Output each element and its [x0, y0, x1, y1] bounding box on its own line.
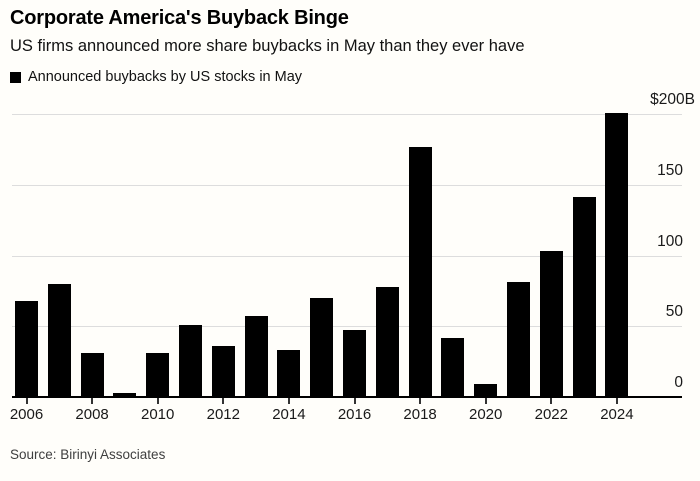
bar-2018 — [408, 146, 432, 397]
bar-2009 — [113, 392, 137, 397]
bar-2017 — [375, 286, 399, 397]
x-axis-tick-2018 — [419, 398, 422, 404]
x-axis-tick-2024 — [615, 398, 618, 404]
chart-subtitle: US firms announced more share buybacks i… — [10, 37, 525, 55]
x-axis-label-2018: 2018 — [403, 406, 437, 423]
x-axis-label-2020: 2020 — [469, 406, 503, 423]
gridline-200 — [12, 114, 682, 115]
x-axis-label-2006: 2006 — [9, 406, 44, 423]
bar-2011 — [179, 324, 202, 397]
x-axis-label-2014: 2014 — [272, 406, 306, 423]
y-axis-label-150: 150 — [657, 161, 683, 179]
bar-2022 — [539, 251, 563, 397]
gridline-100 — [12, 255, 682, 257]
y-axis-label-0: 0 — [674, 374, 683, 391]
bar-2020 — [474, 384, 498, 397]
x-axis-line — [12, 396, 682, 398]
bar-2021 — [507, 282, 530, 397]
bar-2023 — [572, 197, 596, 397]
legend-label: Announced buybacks by US stocks in May — [28, 69, 303, 85]
y-axis-label-50: 50 — [665, 303, 683, 321]
legend-swatch-icon — [10, 71, 21, 83]
x-axis-tick-2016 — [353, 398, 356, 404]
bar-2013 — [244, 316, 268, 397]
bar-2019 — [441, 337, 465, 397]
x-axis-label-2012: 2012 — [206, 406, 240, 423]
bar-2015 — [310, 297, 334, 397]
gridline-50 — [12, 326, 682, 328]
bar-2006 — [15, 300, 38, 397]
x-axis-label-2024: 2024 — [600, 406, 634, 423]
x-axis-label-2008: 2008 — [75, 406, 109, 423]
x-axis-tick-2020 — [484, 398, 487, 404]
bar-2010 — [146, 353, 170, 397]
gridline-150 — [12, 184, 682, 186]
bar-2012 — [211, 346, 235, 397]
bar-2014 — [277, 350, 301, 397]
source-note: Source: Birinyi Associates — [10, 447, 166, 462]
y-axis-label-100: 100 — [657, 232, 683, 250]
bar-2024 — [605, 112, 629, 397]
chart-title: Corporate America's Buyback Binge — [10, 7, 349, 29]
bar-2016 — [343, 330, 366, 397]
y-axis-label-200: $200B — [650, 91, 695, 108]
x-axis-label-2010: 2010 — [141, 406, 175, 423]
x-axis-label-2016: 2016 — [337, 406, 372, 423]
x-axis-tick-2008 — [91, 398, 94, 404]
x-axis-tick-2022 — [550, 398, 553, 404]
x-axis-tick-2010 — [156, 398, 159, 404]
legend: Announced buybacks by US stocks in May — [10, 69, 302, 85]
x-axis-tick-2012 — [222, 398, 225, 404]
bar-2007 — [47, 283, 71, 397]
x-axis-label-2022: 2022 — [534, 406, 568, 423]
bar-2008 — [80, 353, 104, 397]
x-axis-tick-2014 — [287, 398, 290, 404]
x-axis-tick-2006 — [25, 398, 28, 404]
